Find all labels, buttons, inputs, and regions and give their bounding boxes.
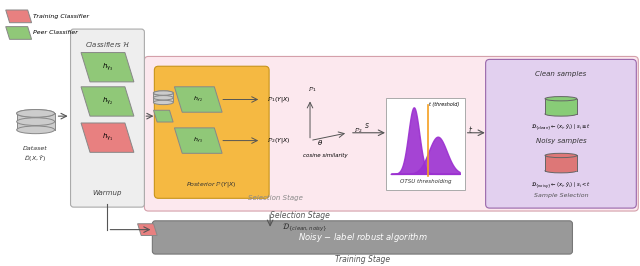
Text: $\mathcal{D}_{\{clean,noisy\}}$: $\mathcal{D}_{\{clean,noisy\}}$ <box>282 222 328 234</box>
Ellipse shape <box>154 91 173 95</box>
Polygon shape <box>81 87 134 116</box>
Text: $h_{\gamma_2}$: $h_{\gamma_2}$ <box>102 96 113 107</box>
FancyBboxPatch shape <box>154 66 269 198</box>
FancyBboxPatch shape <box>145 56 638 211</box>
Text: $\mathbb{P}_2$: $\mathbb{P}_2$ <box>354 126 363 135</box>
Polygon shape <box>81 53 134 82</box>
Text: Noisy samples: Noisy samples <box>536 138 586 144</box>
FancyBboxPatch shape <box>70 29 145 207</box>
Text: s: s <box>365 121 369 130</box>
FancyBboxPatch shape <box>152 221 572 254</box>
Ellipse shape <box>545 112 577 116</box>
Text: $\mathbb{P}_1$: $\mathbb{P}_1$ <box>308 85 316 94</box>
Polygon shape <box>81 123 134 152</box>
Ellipse shape <box>154 95 173 100</box>
Text: Warmup: Warmup <box>93 190 122 196</box>
Bar <box>154 98 173 102</box>
Text: Selection Stage: Selection Stage <box>248 195 303 201</box>
Text: Training Classifier: Training Classifier <box>33 14 89 19</box>
FancyBboxPatch shape <box>386 98 465 189</box>
Polygon shape <box>154 110 173 122</box>
Bar <box>17 113 54 122</box>
Ellipse shape <box>545 153 577 158</box>
Ellipse shape <box>17 118 54 126</box>
Polygon shape <box>6 27 31 39</box>
Text: t (threshold): t (threshold) <box>429 102 459 107</box>
Text: $h_{\gamma_3}$: $h_{\gamma_3}$ <box>102 61 113 73</box>
Ellipse shape <box>545 97 577 101</box>
FancyBboxPatch shape <box>486 59 636 208</box>
FancyBboxPatch shape <box>545 99 577 114</box>
Ellipse shape <box>17 126 54 134</box>
Text: cosine similarity: cosine similarity <box>303 153 348 158</box>
Polygon shape <box>175 128 222 153</box>
Text: Selection Stage: Selection Stage <box>270 211 330 220</box>
Text: Noisy $-$ label robust algorithm: Noisy $-$ label robust algorithm <box>298 231 428 244</box>
Text: $\widetilde{D}(X,\hat{Y})$: $\widetilde{D}(X,\hat{Y})$ <box>24 153 47 164</box>
Text: $h_{\gamma_3}$: $h_{\gamma_3}$ <box>193 135 204 146</box>
Ellipse shape <box>154 91 173 95</box>
Text: $\mathbb{P}_1(Y|X)$: $\mathbb{P}_1(Y|X)$ <box>267 95 291 104</box>
FancyBboxPatch shape <box>545 155 577 171</box>
Ellipse shape <box>17 110 54 117</box>
Text: $\mathcal{D}_{\{noisy\}} \leftarrow (x_i, \hat{y}_i) \mid s_i < t$: $\mathcal{D}_{\{noisy\}} \leftarrow (x_i… <box>531 180 591 190</box>
Text: t: t <box>468 126 471 135</box>
Text: Sample Selection: Sample Selection <box>534 193 588 198</box>
Text: $h_{\gamma_2}$: $h_{\gamma_2}$ <box>193 94 204 105</box>
Text: Posterior $\mathbb{P}(Y|X)$: Posterior $\mathbb{P}(Y|X)$ <box>186 180 237 189</box>
Ellipse shape <box>545 169 577 173</box>
Text: Peer Classifier: Peer Classifier <box>33 31 77 35</box>
Polygon shape <box>6 10 31 23</box>
Text: Training Stage: Training Stage <box>335 255 390 264</box>
Text: Dataset: Dataset <box>23 147 48 151</box>
Ellipse shape <box>17 110 54 117</box>
Polygon shape <box>138 224 157 235</box>
Bar <box>154 93 173 98</box>
Text: Clean samples: Clean samples <box>535 71 587 77</box>
Text: $\mathcal{D}_{\{clean\}} \leftarrow (x_i, \hat{y}_i) \mid s_i \geq t$: $\mathcal{D}_{\{clean\}} \leftarrow (x_i… <box>531 123 591 133</box>
Bar <box>17 122 54 130</box>
Text: $\theta$: $\theta$ <box>317 138 323 147</box>
Text: $h_{\gamma_1}$: $h_{\gamma_1}$ <box>102 132 113 143</box>
Text: Classifiers $\mathcal{H}$: Classifiers $\mathcal{H}$ <box>84 40 131 49</box>
Ellipse shape <box>154 100 173 105</box>
Polygon shape <box>175 87 222 112</box>
Text: $\mathbb{P}_2(Y|X)$: $\mathbb{P}_2(Y|X)$ <box>267 136 291 145</box>
Text: OTSU thresholding: OTSU thresholding <box>399 179 451 184</box>
